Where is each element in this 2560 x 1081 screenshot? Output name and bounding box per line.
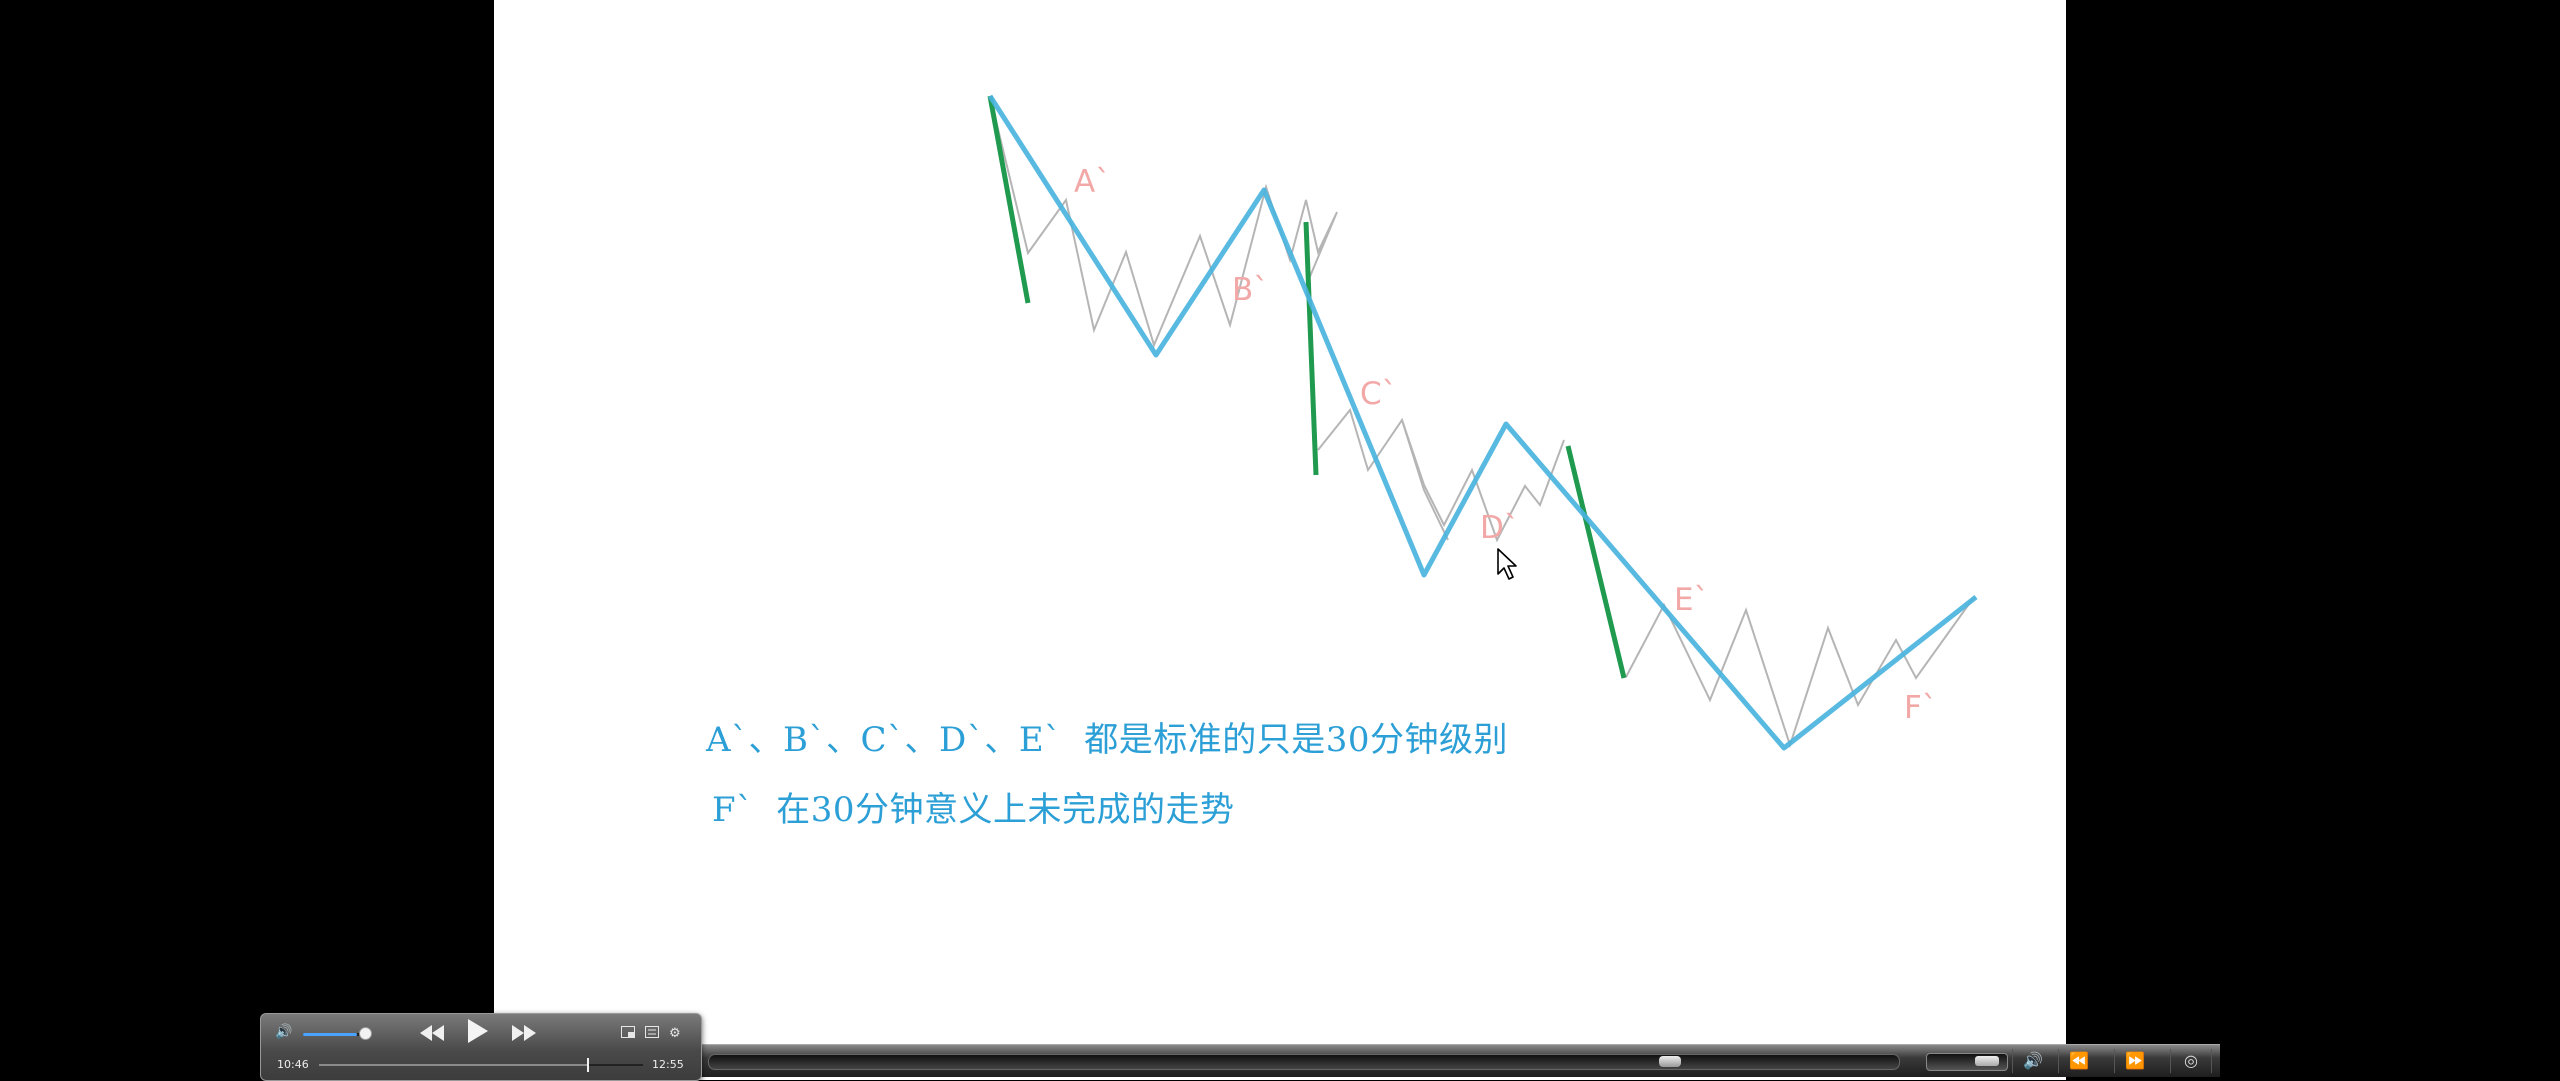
volume-fill (303, 1033, 358, 1036)
chapters-icon[interactable] (645, 1026, 659, 1042)
sub-wave-1 (989, 95, 1338, 348)
progress-fill (319, 1064, 589, 1066)
bottom-control-bar: 🔊 ⏪ ⏩ ◎ (700, 1044, 2220, 1077)
volume-slider[interactable] (303, 1033, 367, 1036)
gear-icon[interactable]: ⚙ (669, 1026, 681, 1041)
wave-label-d: D` (1480, 510, 1519, 546)
caption-line-2: F` 在30分钟意义上未完成的走势 (712, 790, 1235, 830)
volume-knob[interactable] (359, 1027, 372, 1040)
pip-glyph (621, 1026, 635, 1038)
volume-icon[interactable]: 🔊 (275, 1024, 293, 1040)
play-button[interactable] (466, 1018, 490, 1051)
fast-forward-icon (512, 1025, 536, 1041)
sub-wave-3 (1401, 419, 1449, 541)
wave-label-e: E` (1674, 582, 1709, 618)
horizontal-scrollbar[interactable] (708, 1054, 1900, 1070)
sub-wave-4 (1625, 596, 1975, 749)
fast-forward-icon[interactable]: ⏩ (2114, 1049, 2155, 1073)
presentation-slide (494, 0, 2066, 1080)
rewind-button[interactable] (419, 1023, 445, 1047)
segment-line-b (1303, 221, 1319, 476)
sub-wave-2 (1317, 407, 1565, 543)
progress-scrubber[interactable] (319, 1064, 643, 1066)
rewind-icon[interactable]: ⏪ (2058, 1049, 2099, 1073)
speaker-icon[interactable]: 🔊 (2012, 1049, 2053, 1073)
segment-line-c (1565, 445, 1627, 679)
settings-icon[interactable]: ◎ (2170, 1049, 2212, 1073)
fast-forward-button[interactable] (511, 1023, 537, 1047)
rewind-icon (420, 1025, 444, 1041)
wave-label-a: A` (1074, 164, 1111, 200)
picture-in-picture-icon[interactable] (621, 1026, 635, 1042)
caption-line-1: A`、B`、C`、D`、E` 都是标准的只是30分钟级别 (706, 720, 1509, 760)
wave-label-c: C` (1360, 376, 1397, 412)
wave-label-b: B` (1232, 272, 1269, 308)
bottom-volume-slider[interactable] (1926, 1053, 2008, 1071)
trend-line (987, 94, 1978, 751)
playhead[interactable] (587, 1058, 589, 1072)
time-total: 12:55 (652, 1058, 684, 1071)
bottom-volume-knob[interactable] (1975, 1056, 1999, 1066)
mouse-cursor-icon (1497, 548, 1517, 580)
chapters-glyph (645, 1026, 659, 1038)
play-icon (468, 1019, 488, 1043)
wave-label-f: F` (1904, 690, 1937, 726)
time-current: 10:46 (277, 1058, 309, 1071)
scrollbar-thumb[interactable] (1659, 1056, 1681, 1067)
segment-line-a (987, 95, 1031, 304)
player-controller: 🔊 (260, 1013, 702, 1081)
